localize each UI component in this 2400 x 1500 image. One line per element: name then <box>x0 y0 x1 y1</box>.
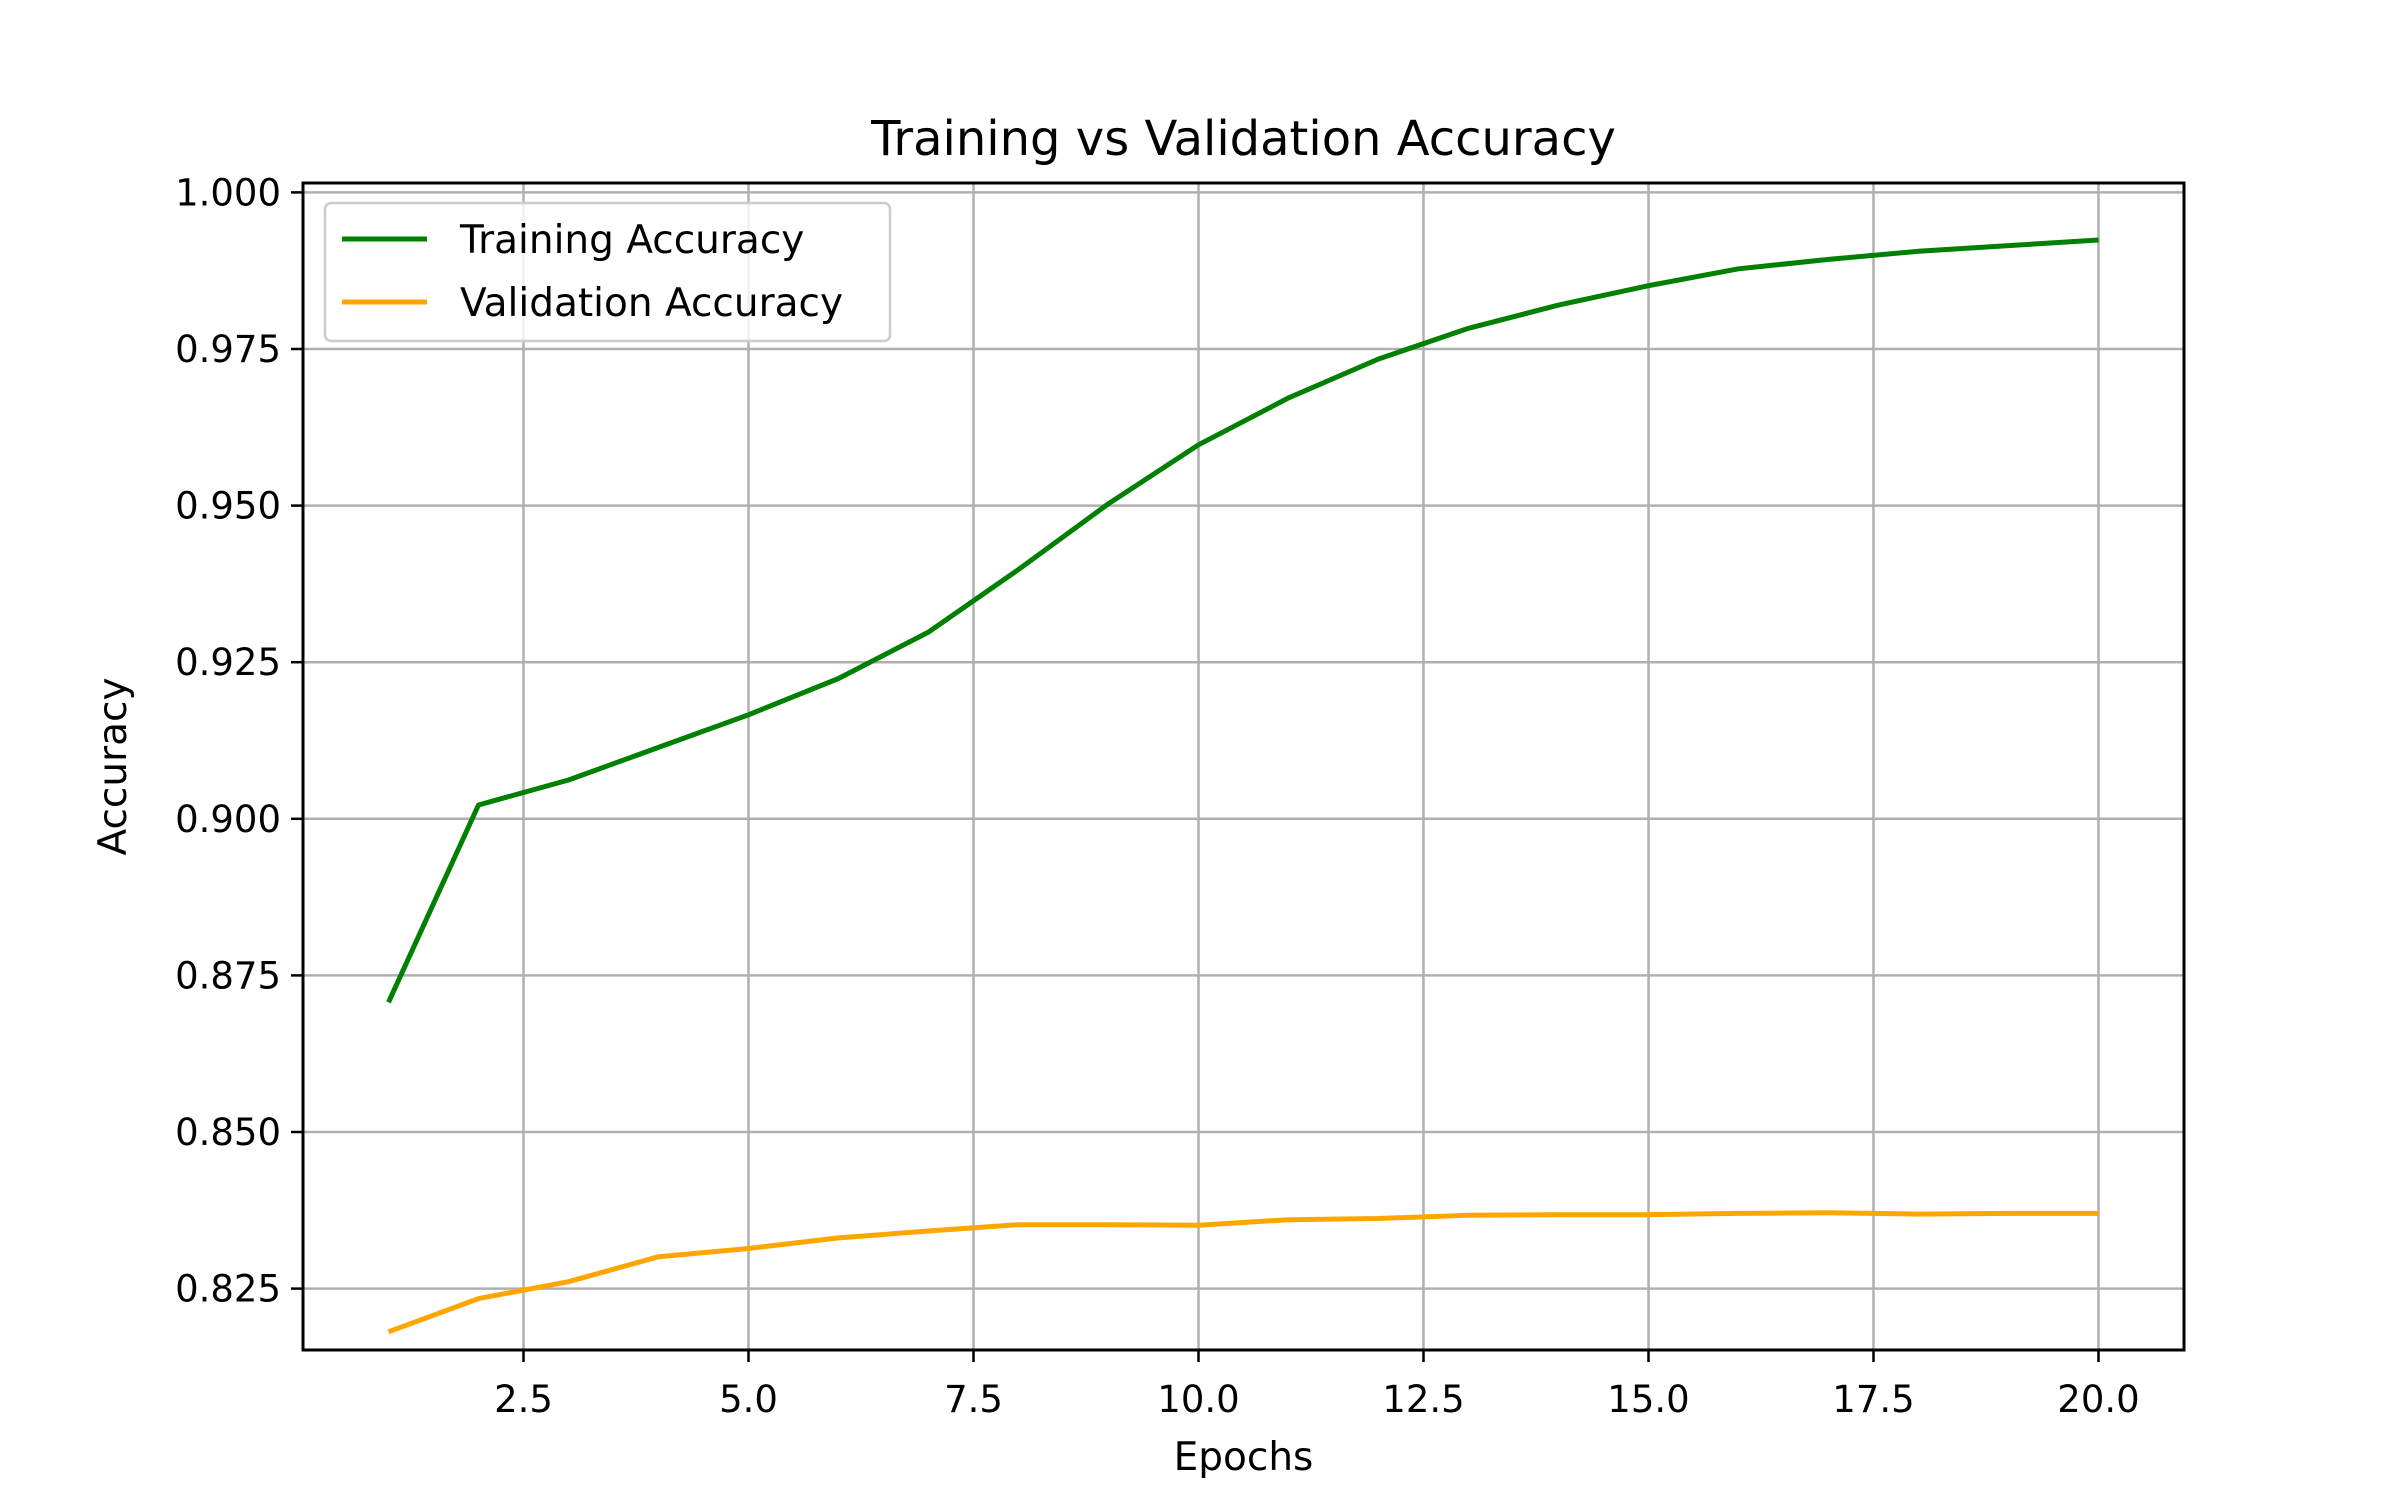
y-tick-label: 1.000 <box>175 171 281 214</box>
y-tick-label: 0.950 <box>175 485 281 528</box>
series-lines <box>386 237 2099 1335</box>
x-tick-label: 12.5 <box>1382 1378 1464 1421</box>
legend: Training Accuracy Validation Accuracy <box>323 201 892 343</box>
x-tick-label: 7.5 <box>944 1378 1003 1421</box>
y-tick-label: 0.925 <box>175 641 281 684</box>
y-tick-label: 0.825 <box>175 1268 281 1311</box>
plot-frame <box>301 181 2186 1352</box>
x-tick-label: 10.0 <box>1157 1378 1239 1421</box>
y-tick-label: 0.975 <box>175 328 281 371</box>
legend-label: Training Accuracy <box>459 218 804 263</box>
chart-title: Training vs Validation Accuracy <box>870 111 1616 167</box>
x-axis-label: Epochs <box>1174 1435 1314 1480</box>
legend-label: Validation Accuracy <box>460 281 843 326</box>
axis-ticks: 2.5 5.0 7.5 10.0 12.5 15.0 17.5 20.0 0.825 0.850 0… <box>175 171 2140 1421</box>
y-axis-label: Accuracy <box>91 677 136 855</box>
x-tick-label: 5.0 <box>719 1378 778 1421</box>
x-tick-label: 17.5 <box>1832 1378 1914 1421</box>
x-tick-label: 2.5 <box>494 1378 553 1421</box>
x-tick-label: 20.0 <box>2057 1378 2139 1421</box>
legend-box <box>323 201 892 343</box>
x-tick-label: 15.0 <box>1607 1378 1689 1421</box>
series-line-training <box>386 237 2099 1004</box>
y-tick-label: 0.875 <box>175 954 281 997</box>
grid <box>303 183 2184 1350</box>
series-line-validation <box>387 1210 2099 1335</box>
y-tick-label: 0.850 <box>175 1111 281 1154</box>
y-tick-label: 0.900 <box>175 798 281 841</box>
